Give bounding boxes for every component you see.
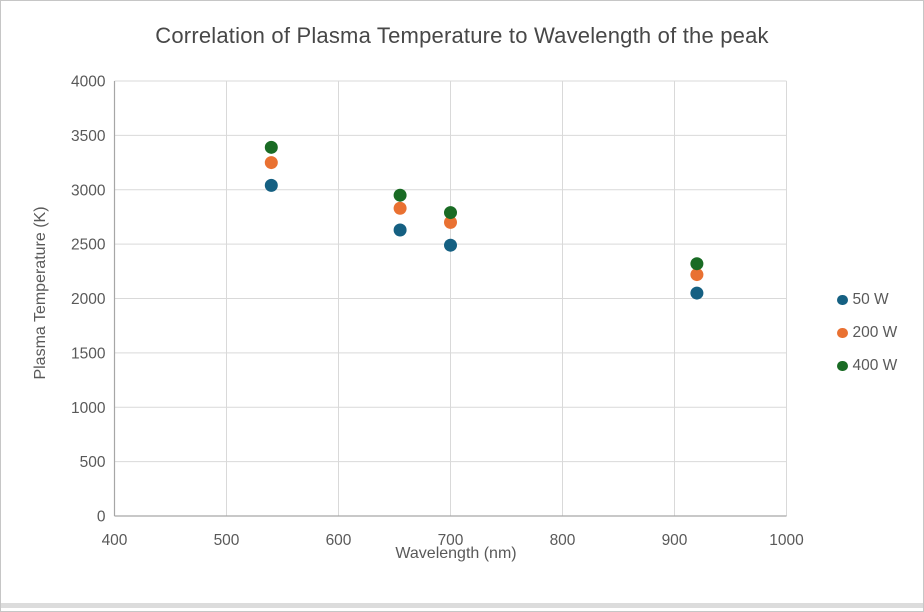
y-tick-label: 2500 (71, 237, 106, 254)
x-tick-label: 600 (326, 532, 352, 549)
y-axis-title: Plasma Temperature (K) (32, 206, 49, 380)
data-point-50-w[interactable] (393, 223, 407, 237)
data-point-50-w[interactable] (444, 238, 457, 252)
legend-marker-icon (837, 294, 848, 306)
x-tick-label: 900 (662, 532, 688, 549)
legend-item-400-w[interactable]: 400 W (837, 357, 897, 375)
x-tick-label: 800 (550, 532, 576, 549)
legend-label: 400 W (852, 357, 898, 374)
legend-marker-icon (837, 360, 848, 372)
legend-marker-icon (837, 327, 848, 339)
legend: 50 W 200 W 400 W (837, 291, 897, 375)
data-point-200-w[interactable] (264, 156, 278, 170)
y-tick-label: 3500 (71, 128, 106, 145)
y-tick-label: 1500 (71, 345, 106, 362)
x-tick-label: 700 (438, 532, 464, 549)
chart-title: Correlation of Plasma Temperature to Wav… (155, 23, 769, 48)
data-point-50-w[interactable] (690, 286, 704, 300)
y-tick-label: 500 (80, 454, 106, 471)
data-point-400-w[interactable] (264, 140, 278, 154)
data-point-50-w[interactable] (264, 178, 278, 192)
legend-item-200-w[interactable]: 200 W (837, 324, 897, 342)
legend-label: 50 W (852, 291, 889, 308)
y-tick-label: 3000 (71, 182, 106, 199)
legend-label: 200 W (852, 324, 898, 341)
data-point-200-w[interactable] (393, 201, 407, 215)
data-point-400-w[interactable] (444, 206, 457, 220)
y-tick-label: 4000 (71, 74, 106, 91)
x-tick-label: 400 (102, 532, 128, 549)
data-point-200-w[interactable] (444, 215, 457, 229)
legend-item-50-w[interactable]: 50 W (837, 291, 897, 309)
window-bottom-edge (1, 603, 923, 608)
x-tick-label: 1000 (769, 532, 804, 549)
x-tick-label: 500 (214, 532, 240, 549)
data-point-200-w[interactable] (690, 268, 704, 282)
y-tick-label: 2000 (71, 291, 106, 308)
data-point-400-w[interactable] (690, 257, 704, 271)
x-axis-title: Wavelength (nm) (395, 545, 517, 562)
y-tick-label: 1000 (71, 400, 106, 417)
y-tick-label: 0 (97, 509, 106, 526)
data-point-400-w[interactable] (393, 188, 407, 202)
